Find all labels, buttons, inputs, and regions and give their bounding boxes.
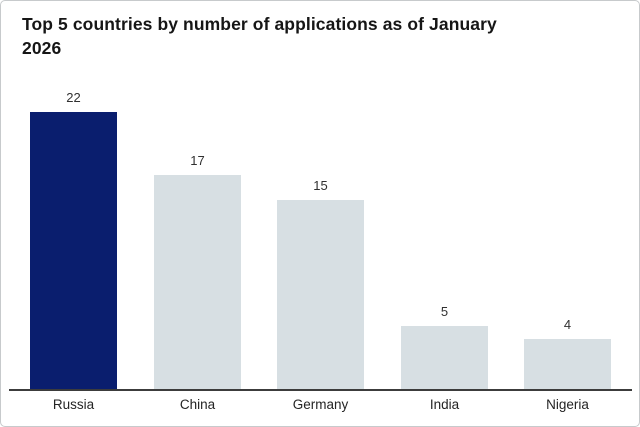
category-label-russia: Russia <box>52 397 95 412</box>
value-label-russia: 22 <box>66 90 81 105</box>
bar-china <box>154 175 241 389</box>
value-label-nigeria: 4 <box>563 317 572 332</box>
chart-title-line1: Top 5 countries by number of application… <box>22 14 497 34</box>
category-label-nigeria: Nigeria <box>546 397 589 412</box>
category-label-india: India <box>429 397 460 412</box>
chart-title-line2: 2026 <box>22 38 62 58</box>
bar-russia <box>30 112 117 389</box>
value-label-germany: 15 <box>313 178 328 193</box>
x-axis-line <box>9 389 632 391</box>
category-label-germany: Germany <box>292 397 349 412</box>
bar-india <box>401 326 488 389</box>
value-label-china: 17 <box>190 153 205 168</box>
bar-germany <box>277 200 364 389</box>
value-label-india: 5 <box>440 304 449 319</box>
chart-title: Top 5 countries by number of application… <box>22 12 497 60</box>
category-label-china: China <box>179 397 216 412</box>
bar-nigeria <box>524 339 611 389</box>
